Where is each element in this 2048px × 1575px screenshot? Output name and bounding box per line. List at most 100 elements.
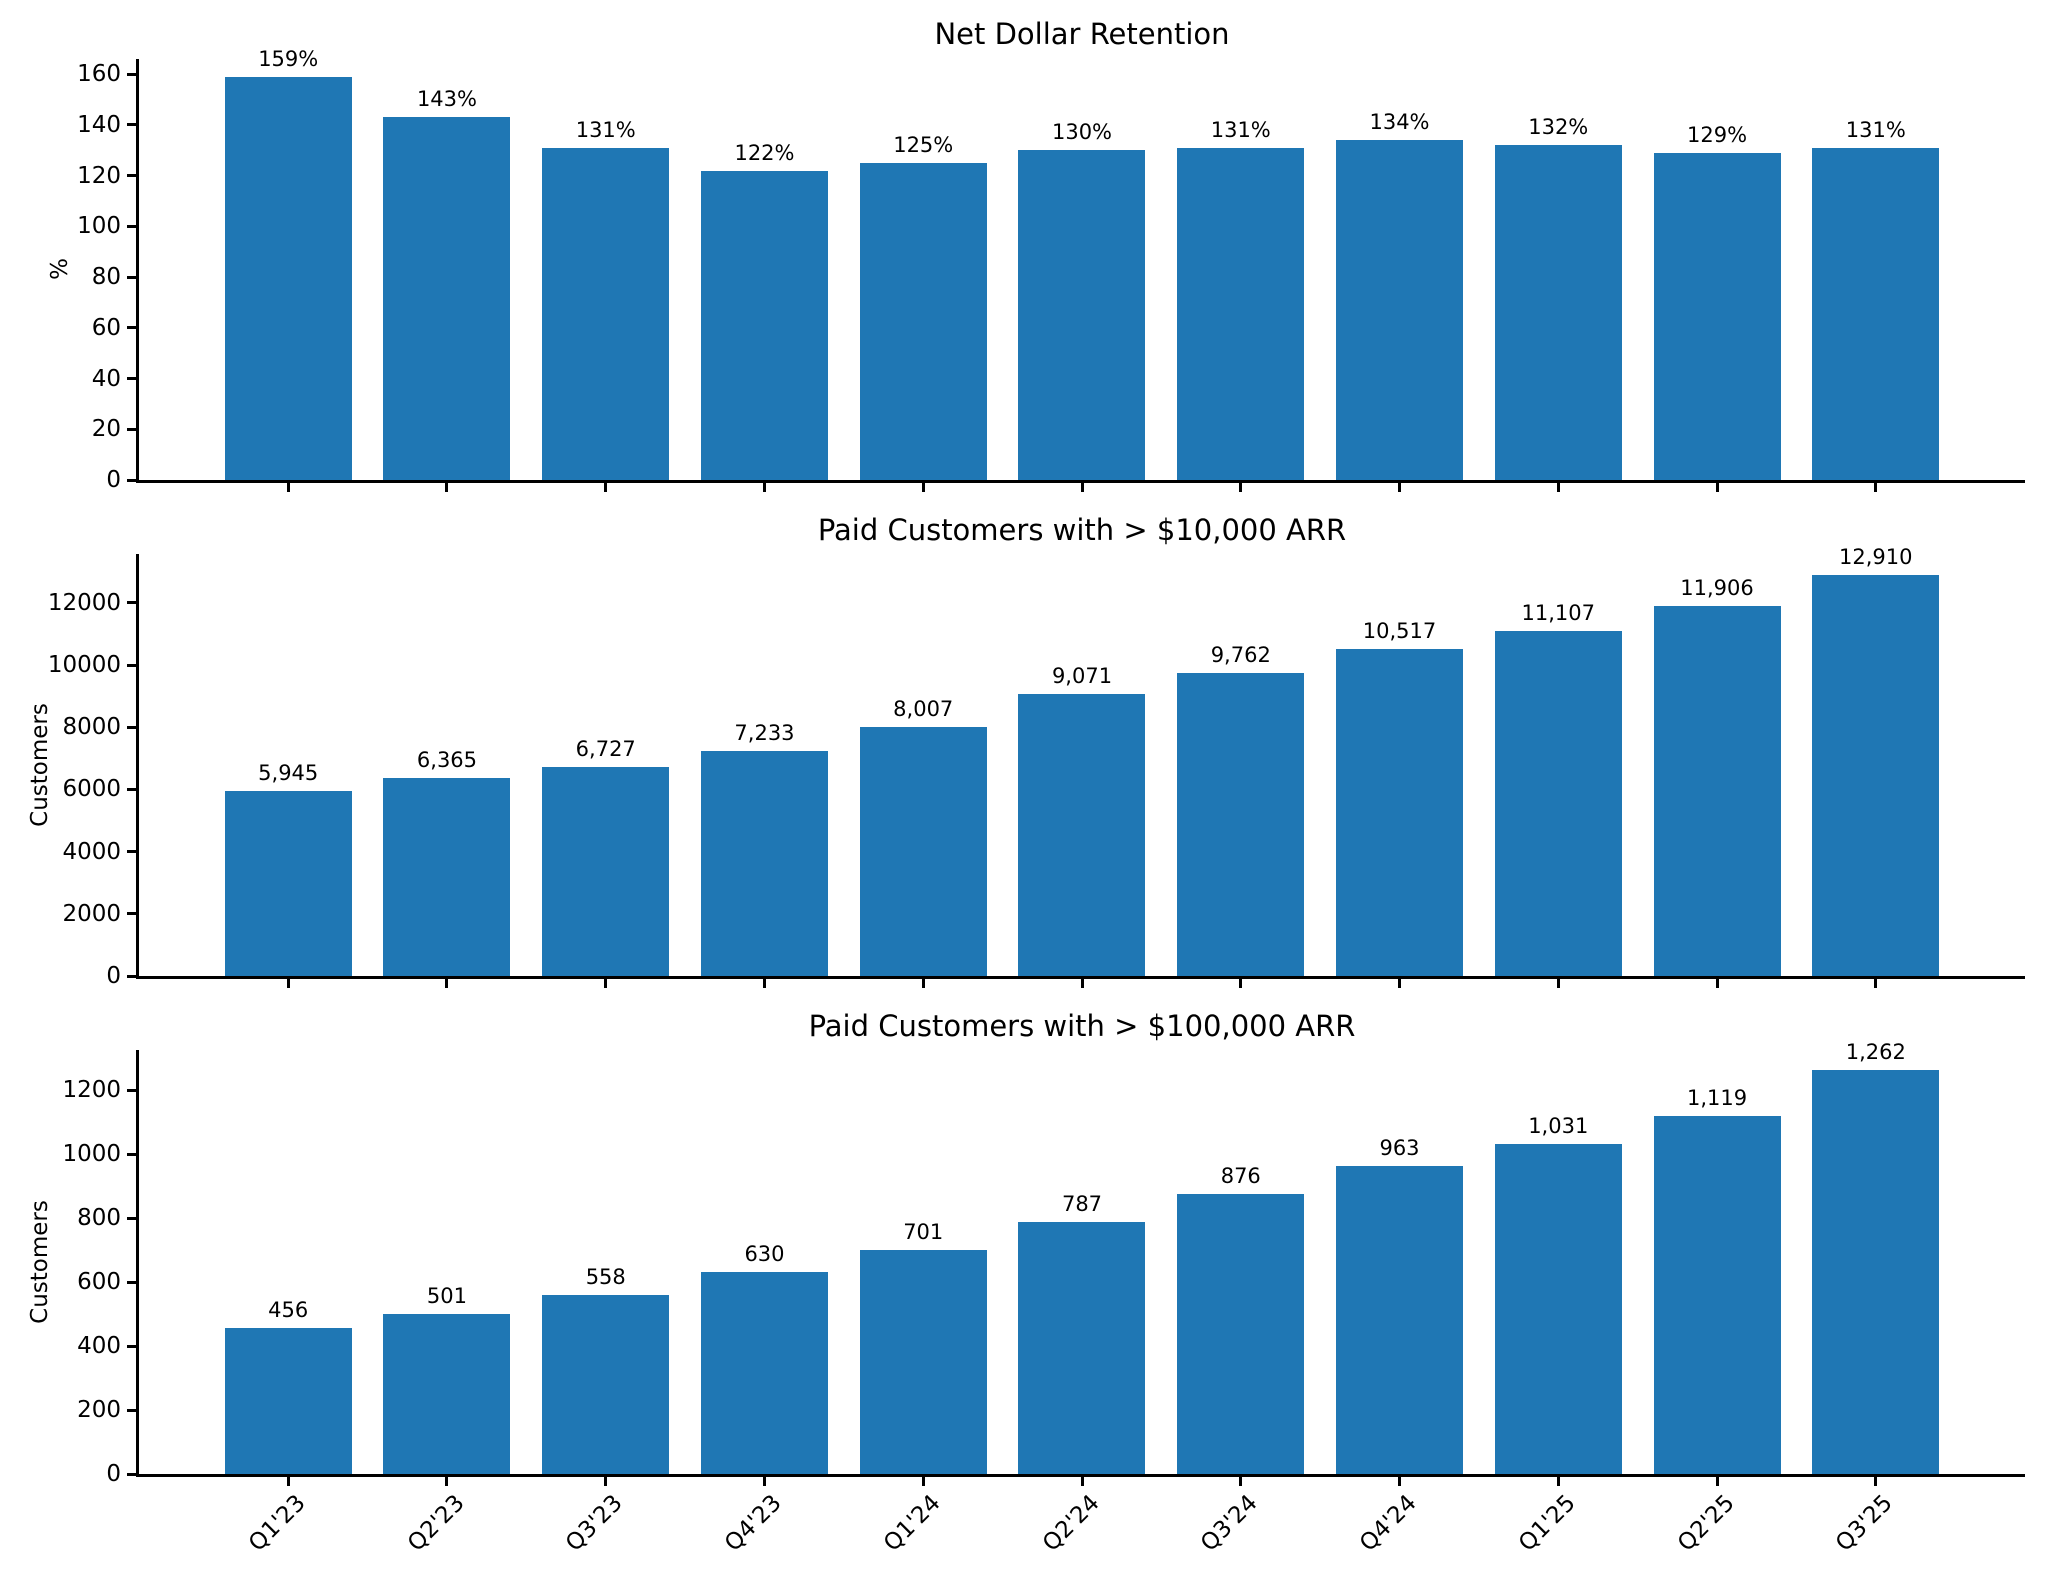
bar-value-label: 11,906 <box>1680 575 1754 600</box>
x-tick-mark <box>762 1477 766 1486</box>
bar <box>1812 1070 1940 1474</box>
y-tick-mark <box>127 601 136 605</box>
y-tick-mark <box>127 1216 136 1220</box>
bar-value-label: 131% <box>575 117 636 142</box>
bar <box>1812 574 1940 976</box>
bar <box>859 162 987 480</box>
y-tick-mark <box>127 1408 136 1412</box>
bar <box>1494 1144 1622 1474</box>
x-tick-label: Q3'23 <box>561 1490 629 1557</box>
bar <box>224 76 352 480</box>
x-tick-mark <box>1556 979 1560 988</box>
y-axis-line <box>136 554 139 979</box>
bar-value-label: 130% <box>1051 120 1113 145</box>
x-tick-mark <box>1715 1477 1719 1486</box>
bar-value-label: 134% <box>1369 110 1430 135</box>
bar-value-label: 876 <box>1220 1163 1261 1188</box>
y-tick-label: 800 <box>77 1205 121 1231</box>
x-axis-line <box>136 480 2025 483</box>
x-tick-mark <box>604 1477 608 1486</box>
bar <box>859 727 987 976</box>
y-tick-label: 0 <box>106 1461 121 1487</box>
bar-value-label: 701 <box>903 1219 944 1244</box>
x-tick-mark <box>286 483 290 492</box>
bar-value-label: 7,233 <box>734 721 795 746</box>
bar-value-label: 963 <box>1379 1135 1420 1160</box>
x-tick-mark <box>1239 979 1243 988</box>
bar-value-label: 1,119 <box>1686 1085 1748 1110</box>
plot-area: 0 20 40 60 80 100 120 140 160 159% 143% 131% 122% 125… <box>77 47 2025 493</box>
bar-value-label: 12,910 <box>1839 544 1913 569</box>
y-tick-label: 0 <box>106 963 121 989</box>
x-tick-mark <box>1556 483 1560 492</box>
x-tick-mark <box>604 979 608 988</box>
y-tick-label: 120 <box>77 162 121 189</box>
x-tick-label: Q3'25 <box>1831 1490 1899 1557</box>
y-tick-label: 1000 <box>62 1141 121 1167</box>
x-tick-mark <box>1398 979 1401 988</box>
bar <box>1336 649 1463 976</box>
y-tick-mark <box>127 224 136 228</box>
bar <box>1018 150 1146 480</box>
plot-area: 0 200 400 600 800 1000 1200 456 Q1'23 501 Q2'23 558… <box>62 1040 2025 1557</box>
y-tick-label: 20 <box>91 416 121 443</box>
x-tick-label: Q1'24 <box>878 1490 946 1557</box>
x-tick-mark <box>921 979 925 988</box>
x-tick-mark <box>1080 979 1084 988</box>
y-tick-label: 10000 <box>47 652 121 679</box>
bar-value-label: 787 <box>1061 1192 1103 1217</box>
x-tick-label: Q1'23 <box>243 1490 311 1557</box>
bar-value-label: 9,762 <box>1210 642 1271 667</box>
bar <box>542 766 670 976</box>
bar-value-label: 10,517 <box>1362 619 1437 644</box>
x-tick-mark <box>1874 483 1878 492</box>
bar-value-label: 131% <box>1210 117 1271 142</box>
plot-area: 0 2000 4000 6000 8000 10000 12000 5,945 6,365 6,7… <box>48 545 2025 989</box>
bar-value-label: 558 <box>585 1265 626 1290</box>
x-axis-line <box>136 1474 2025 1477</box>
chart-title: Net Dollar Retention <box>934 17 1230 51</box>
chart-title: Paid Customers with > $10,000 ARR <box>817 513 1347 547</box>
x-tick-mark <box>1080 483 1084 492</box>
y-axis-line <box>136 1050 139 1477</box>
y-tick-label: 40 <box>91 365 121 392</box>
x-tick-mark <box>1080 1477 1084 1486</box>
x-tick-mark <box>445 979 449 988</box>
x-tick-mark <box>445 1477 449 1486</box>
x-tick-mark <box>1715 979 1719 988</box>
bar <box>224 1328 352 1474</box>
y-tick-label: 140 <box>77 111 121 138</box>
bar-value-label: 6,727 <box>575 736 636 761</box>
y-tick-mark <box>127 1344 136 1348</box>
x-tick-label: Q2'23 <box>402 1490 470 1557</box>
y-tick-mark <box>127 850 136 854</box>
y-tick-mark <box>127 72 136 76</box>
y-tick-mark <box>127 663 136 667</box>
bar <box>1177 1193 1305 1474</box>
x-tick-mark <box>921 483 925 492</box>
bar-value-label: 125% <box>893 132 954 157</box>
bar <box>859 1249 987 1474</box>
x-tick-mark <box>1715 483 1719 492</box>
y-tick-mark <box>127 787 136 791</box>
x-tick-mark <box>604 483 608 492</box>
bar-value-label: 5,945 <box>258 761 319 786</box>
bar-value-label: 1,262 <box>1845 1040 1906 1065</box>
bar <box>1653 605 1781 976</box>
bar <box>1494 630 1622 976</box>
y-tick-label: 600 <box>77 1269 121 1295</box>
bar-value-label: 11,107 <box>1521 600 1595 625</box>
bar-value-label: 6,365 <box>416 748 478 773</box>
y-tick-label: 4000 <box>62 838 121 865</box>
x-axis-line <box>136 976 2025 979</box>
bar-value-label: 9,071 <box>1051 664 1113 689</box>
bar <box>700 1272 828 1474</box>
bar <box>700 751 828 976</box>
x-tick-label: Q1'25 <box>1513 1490 1581 1557</box>
y-axis-line <box>136 59 139 483</box>
bar <box>1336 1165 1463 1474</box>
bar-value-label: 630 <box>744 1242 785 1267</box>
y-tick-mark <box>127 974 136 978</box>
bar <box>1018 1222 1146 1474</box>
